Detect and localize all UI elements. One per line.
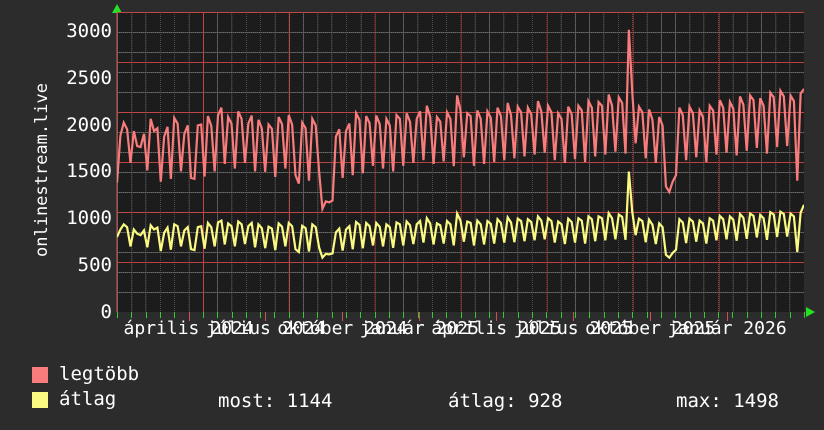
x-tick-minor: [145, 312, 147, 318]
x-tick-minor: [718, 312, 720, 318]
y-tick-label: 1000: [66, 207, 112, 230]
x-tick-minor: [403, 312, 405, 318]
legend-item-legtobb[interactable]: legtöbb: [32, 362, 432, 387]
x-tick-minor: [288, 312, 290, 318]
x-tick-minor: [489, 312, 491, 318]
x-tick-major: [727, 312, 729, 321]
legend-swatch-legtobb: [32, 366, 48, 383]
x-tick-minor: [388, 312, 390, 318]
x-tick-minor: [431, 312, 433, 318]
x-axis-arrow-icon: [806, 307, 815, 317]
x-tick-minor: [703, 312, 705, 318]
x-tick-minor: [231, 312, 233, 318]
x-tick-minor: [317, 312, 319, 318]
series-plot: [117, 29, 804, 260]
x-tick-label: január 2026: [667, 318, 787, 339]
x-tick-minor: [474, 312, 476, 318]
x-tick-minor: [532, 312, 534, 318]
x-tick-minor: [675, 312, 677, 318]
x-tick-minor: [746, 312, 748, 318]
x-tick-label: április 2024: [123, 318, 254, 339]
x-tick-minor: [589, 312, 591, 318]
legend-item-atlag[interactable]: átlag: [32, 387, 432, 412]
x-tick-minor: [575, 312, 576, 318]
x-tick-minor: [789, 312, 791, 318]
x-tick-label: július 2025: [513, 318, 633, 339]
x-tick-label: január 2025: [359, 318, 479, 339]
x-tick-major: [573, 312, 575, 321]
x-tick-major: [419, 312, 421, 321]
legend-swatch-atlag: [32, 391, 48, 408]
x-tick-major: [265, 312, 267, 321]
y-tick-label: 0: [100, 301, 112, 323]
x-tick-minor: [517, 312, 519, 318]
x-tick-minor: [646, 312, 648, 318]
x-tick-minor: [732, 312, 734, 318]
series-line-legtöbb: [117, 29, 804, 214]
x-tick-minor: [303, 312, 305, 318]
x-axis-ticks: [117, 312, 805, 322]
y-tick-label: 1500: [66, 160, 112, 183]
x-tick-minor: [603, 312, 605, 318]
x-tick-minor: [374, 312, 376, 318]
legend-label-atlag: átlag: [59, 388, 117, 410]
x-tick-minor: [346, 312, 347, 318]
x-tick-minor: [689, 312, 691, 318]
x-tick-minor: [503, 312, 505, 318]
x-tick-major: [188, 312, 190, 321]
x-tick-minor: [260, 312, 262, 318]
y-tick-label: 500: [77, 254, 112, 277]
x-tick-minor: [560, 312, 562, 318]
x-tick-minor: [761, 312, 763, 318]
x-tick-minor: [131, 312, 133, 318]
plot-area[interactable]: [117, 12, 804, 312]
x-tick-label: október 2025: [585, 318, 716, 339]
x-tick-label: július 2024: [205, 318, 326, 339]
y-axis-arrow-icon: [112, 4, 122, 13]
x-tick-minor: [217, 312, 219, 318]
x-tick-minor: [202, 312, 204, 318]
x-tick-minor: [274, 312, 276, 318]
x-tick-minor: [460, 312, 462, 318]
y-axis-line: [116, 12, 117, 312]
x-tick-minor: [159, 312, 161, 318]
stats-row: most: 1144 átlag: 928 max: 1498: [0, 390, 810, 416]
x-tick-minor: [632, 312, 634, 318]
x-tick-major: [496, 312, 498, 321]
stat-most: most: 1144: [218, 390, 333, 412]
x-tick-minor: [331, 312, 333, 318]
x-tick-minor: [660, 312, 662, 318]
chart-legend: legtöbb átlag: [32, 362, 432, 412]
series-line-átlag: [117, 171, 804, 260]
y-tick-label: 2000: [66, 113, 112, 136]
x-tick-minor: [417, 312, 419, 318]
y-tick-label: 2500: [66, 66, 112, 89]
x-axis-tick-labels: április 2024 július 2024 október 2024 januá…: [0, 318, 824, 342]
x-tick-minor: [174, 312, 176, 318]
x-tick-minor: [446, 312, 448, 318]
x-tick-minor: [775, 312, 777, 318]
x-tick-label: április 2025: [431, 318, 562, 339]
x-tick-minor: [245, 312, 247, 318]
x-tick-major: [342, 312, 344, 321]
x-tick-label: október 2024: [277, 318, 408, 339]
y-axis-tick-labels: 0 500 1000 1500 2000 2500 3000: [0, 0, 112, 430]
stat-average: átlag: 928: [448, 390, 563, 412]
x-tick-minor: [360, 312, 362, 318]
x-tick-minor: [117, 312, 118, 318]
x-tick-minor: [804, 312, 805, 318]
x-tick-minor: [546, 312, 548, 318]
stat-max: max: 1498: [676, 390, 779, 412]
legend-label-legtobb: legtöbb: [59, 363, 140, 385]
y-tick-label: 3000: [66, 19, 112, 42]
x-tick-minor: [617, 312, 619, 318]
x-tick-major: [650, 312, 652, 321]
